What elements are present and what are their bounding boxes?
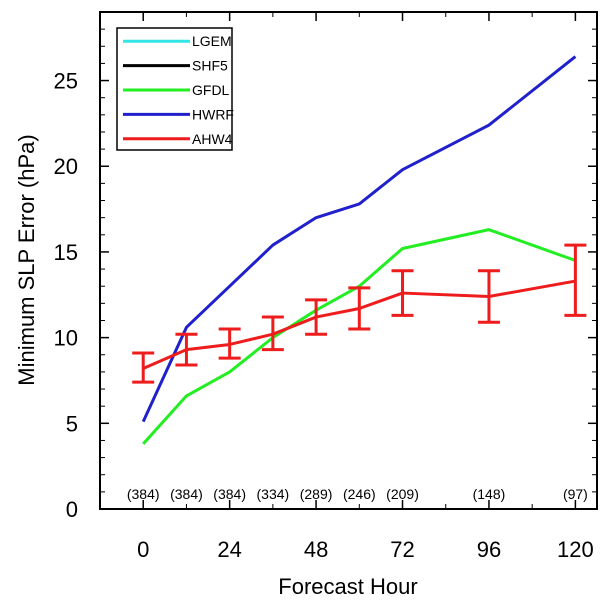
x-axis-ticks: 0 24 48 72 96 120: [137, 12, 594, 562]
sample-count-label: (246): [343, 486, 376, 502]
sample-counts: (384) (384) (384) (334) (289) (246) (209) (148)…: [127, 486, 588, 502]
legend: LGEM SHF5 GFDL HWRF AHW4: [116, 27, 234, 151]
x-tick-label: 48: [304, 537, 328, 562]
legend-label: LGEM: [192, 33, 232, 49]
legend-label: AHW4: [192, 131, 233, 147]
y-axis-label: Minimum SLP Error (hPa): [14, 134, 39, 385]
y-tick-label: 5: [66, 411, 78, 436]
y-tick-label: 20: [54, 154, 78, 179]
legend-label: GFDL: [192, 82, 230, 98]
sample-count-label: (384): [170, 486, 203, 502]
sample-count-label: (334): [257, 486, 290, 502]
legend-label: HWRF: [192, 106, 234, 122]
sample-count-label: (289): [300, 486, 333, 502]
sample-count-label: (148): [473, 486, 506, 502]
x-tick-label: 120: [557, 537, 594, 562]
x-tick-label: 24: [217, 537, 241, 562]
y-tick-label: 10: [54, 326, 78, 351]
legend-label: SHF5: [192, 58, 228, 74]
series-layer: [132, 55, 587, 445]
y-axis-ticks: 0 5 10 15 20 25: [54, 28, 597, 522]
y-tick-label: 25: [54, 69, 78, 94]
sample-count-label: (97): [563, 486, 588, 502]
sample-count-label: (209): [386, 486, 419, 502]
y-tick-label: 0: [66, 497, 78, 522]
sample-count-label: (384): [127, 486, 160, 502]
x-tick-label: 0: [137, 537, 149, 562]
series-line-hwrf: [141, 55, 577, 423]
x-tick-label: 96: [477, 537, 501, 562]
x-axis-label: Forecast Hour: [278, 574, 417, 599]
sample-count-label: (384): [213, 486, 246, 502]
x-tick-label: 72: [390, 537, 414, 562]
y-tick-label: 15: [54, 240, 78, 265]
